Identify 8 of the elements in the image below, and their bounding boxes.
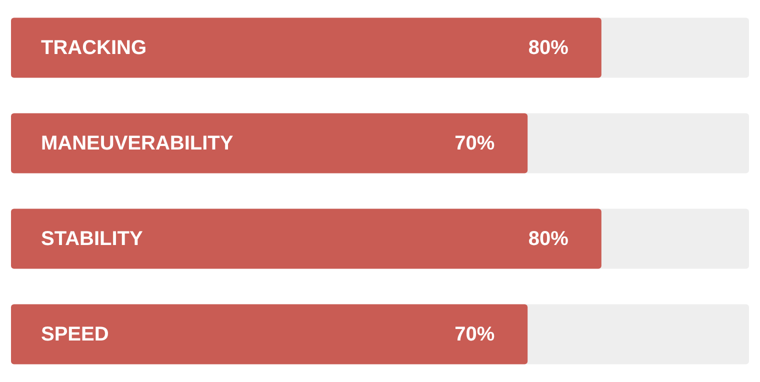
y-tick-label: SPEED xyxy=(41,323,109,346)
y-tick-label: STABILITY xyxy=(41,228,144,250)
y-tick-label: TRACKING xyxy=(41,36,147,59)
data-label: 70% xyxy=(454,323,495,346)
data-label: 70% xyxy=(454,132,495,154)
data-label: 80% xyxy=(528,228,569,250)
data-label: 80% xyxy=(528,36,569,59)
y-tick-label: MANEUVERABILITY xyxy=(41,132,234,154)
